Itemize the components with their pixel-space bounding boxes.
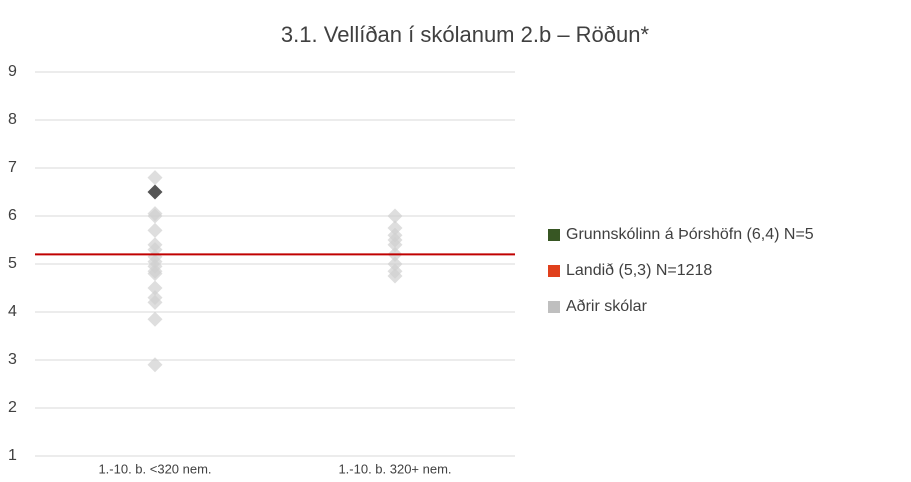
legend-swatch <box>548 301 560 313</box>
point <box>147 311 163 327</box>
point <box>387 237 403 253</box>
point <box>387 268 403 284</box>
point <box>147 280 163 296</box>
y-tick-label: 4 <box>8 303 17 320</box>
point <box>147 208 163 224</box>
y-tick-label: 7 <box>8 159 17 176</box>
legend-label: Aðrir skólar <box>566 298 648 315</box>
legend-label: Grunnskólinn á Þórshöfn (6,4) N=5 <box>566 226 814 243</box>
legend-label: Landið (5,3) N=1218 <box>566 262 712 279</box>
x-tick-label: 1.-10. b. <320 nem. <box>98 461 211 476</box>
legend-swatch <box>548 229 560 241</box>
point <box>147 357 163 373</box>
y-tick-label: 3 <box>8 351 17 368</box>
y-tick-label: 8 <box>8 111 17 128</box>
y-tick-label: 2 <box>8 399 17 416</box>
y-tick-label: 6 <box>8 207 17 224</box>
legend-swatch <box>548 265 560 277</box>
point <box>387 208 403 224</box>
point <box>147 184 163 200</box>
y-tick-label: 9 <box>8 63 17 80</box>
point <box>147 170 163 186</box>
point <box>147 266 163 282</box>
point <box>147 294 163 310</box>
x-tick-label: 1.-10. b. 320+ nem. <box>338 461 451 476</box>
y-tick-label: 5 <box>8 255 17 272</box>
chart-title: 3.1. Vellíðan í skólanum 2.b – Röðun* <box>281 22 650 47</box>
point <box>147 222 163 238</box>
y-tick-label: 1 <box>8 447 17 464</box>
